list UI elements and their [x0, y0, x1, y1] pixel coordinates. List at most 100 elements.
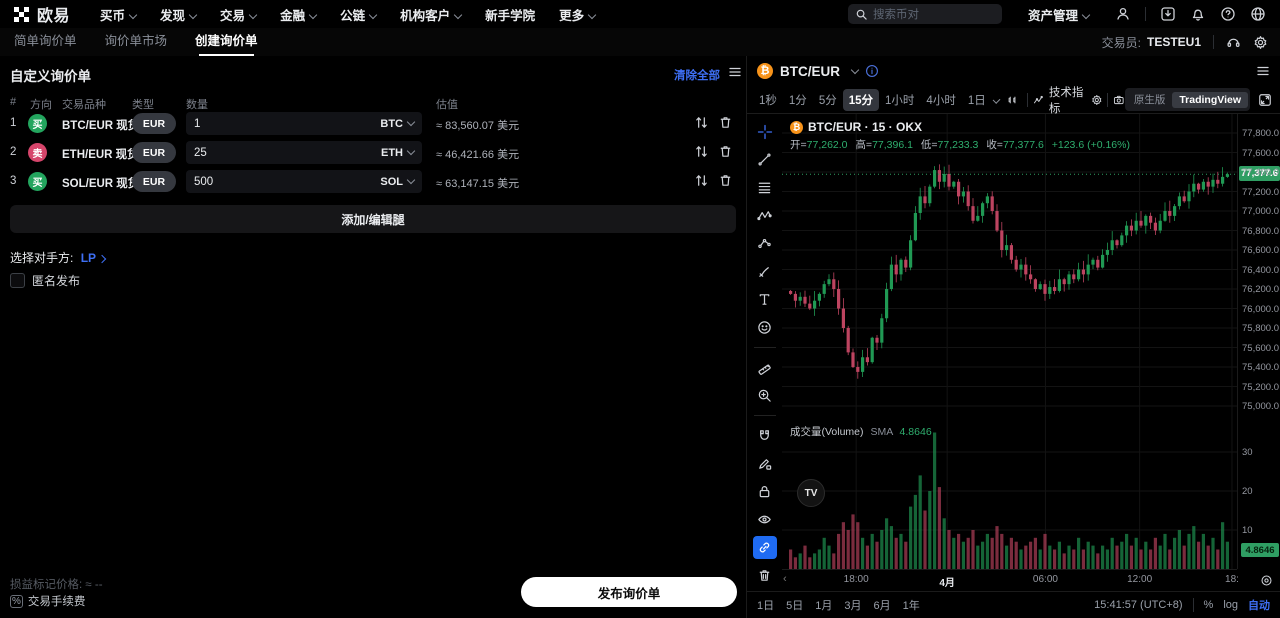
user-icon[interactable]	[1115, 6, 1131, 22]
convert-icon[interactable]	[694, 144, 709, 159]
trendline-tool-icon[interactable]	[753, 148, 777, 171]
emoji-tool-icon[interactable]	[753, 316, 777, 339]
tradingview-logo[interactable]: TV	[797, 479, 825, 507]
amount-field[interactable]: BTC	[186, 112, 422, 135]
amount-input[interactable]	[194, 117, 381, 130]
lock-tool-icon[interactable]	[753, 480, 777, 503]
timeframe-4小时[interactable]: 4小时	[926, 94, 956, 107]
forecast-tool-icon[interactable]	[753, 232, 777, 255]
indicators-button[interactable]: 技术指标	[1048, 86, 1084, 115]
brush-tool-icon[interactable]	[753, 260, 777, 283]
delete-leg-icon[interactable]	[718, 173, 733, 188]
assets-menu[interactable]: 资产管理	[1028, 5, 1091, 24]
crosshair-tool-icon[interactable]	[753, 120, 777, 143]
convert-icon[interactable]	[694, 173, 709, 188]
price-axis[interactable]: 77,377.6 4.8646 77,800.0 77,600.0 77,400.0…	[1237, 114, 1280, 569]
range-5日[interactable]: 5日	[786, 600, 804, 612]
support-icon[interactable]	[1226, 35, 1241, 50]
nav-item-发现[interactable]: 发现	[160, 5, 198, 24]
search-input[interactable]: 搜索币对	[847, 4, 1002, 24]
help-icon[interactable]	[1220, 6, 1236, 22]
amount-input[interactable]	[194, 146, 381, 159]
counterparty-link[interactable]: LP	[80, 251, 97, 265]
timeframe-more-chevron[interactable]	[992, 95, 1001, 104]
chart-style-icon[interactable]	[1007, 93, 1019, 107]
timeframe-5分[interactable]: 5分	[818, 94, 837, 107]
collapse-arrow-icon[interactable]: ‹	[783, 573, 787, 585]
nav-item-机构客户[interactable]: 机构客户	[400, 5, 463, 24]
range-1日[interactable]: 1日	[757, 600, 775, 612]
type-pill[interactable]: EUR	[132, 171, 176, 192]
type-pill[interactable]: EUR	[132, 113, 176, 134]
chart-settings-gear-icon[interactable]	[1091, 93, 1103, 107]
unit-selector[interactable]: BTC	[380, 118, 416, 130]
pair-selector[interactable]: BTC/EUR 现货	[62, 117, 150, 133]
nav-item-公链[interactable]: 公链	[340, 5, 378, 24]
zoom-in-tool-icon[interactable]	[753, 384, 777, 407]
text-tool-icon[interactable]	[753, 288, 777, 311]
delete-leg-icon[interactable]	[718, 115, 733, 130]
indicator-icon[interactable]	[1033, 93, 1045, 107]
tab-简单询价单[interactable]: 简单询价单	[14, 34, 77, 48]
timeframe-15分[interactable]: 15分	[842, 88, 880, 111]
logo-text[interactable]: 欧易	[37, 8, 71, 25]
orderbook-list-icon[interactable]	[1256, 64, 1270, 78]
okx-logo-icon[interactable]	[14, 6, 29, 22]
draw-lock-tool-icon[interactable]	[753, 452, 777, 475]
nav-item-新手学院[interactable]: 新手学院	[485, 8, 536, 23]
nav-item-交易[interactable]: 交易	[220, 5, 258, 24]
delete-leg-icon[interactable]	[718, 144, 733, 159]
unit-selector[interactable]: ETH	[381, 147, 416, 159]
scale-log-button[interactable]: log	[1223, 599, 1238, 611]
range-1月[interactable]: 1月	[815, 600, 833, 612]
submit-rfq-button[interactable]: 发布询价单	[521, 577, 737, 607]
pattern-tool-icon[interactable]	[753, 204, 777, 227]
amount-input[interactable]	[194, 175, 381, 188]
fib-lines-tool-icon[interactable]	[753, 176, 777, 199]
anonymous-checkbox[interactable]	[10, 273, 25, 288]
time-axis[interactable]: ‹ 18:00 4月 06:00 12:00 18:	[782, 569, 1272, 592]
sync-link-tool-icon[interactable]	[752, 536, 777, 559]
globe-icon[interactable]	[1250, 6, 1266, 22]
magnet-tool-icon[interactable]	[753, 424, 777, 447]
amount-field[interactable]: SOL	[186, 170, 422, 193]
panel-menu-icon[interactable]	[728, 65, 742, 79]
scale-auto-button[interactable]: 自动	[1248, 600, 1270, 612]
timeframe-1分[interactable]: 1分	[788, 94, 807, 107]
timeframe-1秒[interactable]: 1秒	[759, 94, 777, 107]
fullscreen-icon[interactable]	[1258, 93, 1272, 107]
scale-percent-button[interactable]: %	[1203, 599, 1214, 611]
amount-field[interactable]: ETH	[186, 141, 422, 164]
tab-创建询价单[interactable]: 创建询价单	[195, 28, 258, 56]
fee-label[interactable]: 交易手续费	[27, 596, 86, 608]
version-TradingView[interactable]: TradingView	[1172, 91, 1249, 108]
pair-selector[interactable]: SOL/EUR 现货	[62, 175, 150, 191]
range-6月[interactable]: 6月	[873, 600, 891, 612]
timeframe-1日[interactable]: 1日	[967, 94, 986, 107]
convert-icon[interactable]	[694, 115, 709, 130]
hide-tool-icon[interactable]	[753, 508, 777, 531]
type-pill[interactable]: EUR	[132, 142, 176, 163]
version-原生版[interactable]: 原生版	[1133, 94, 1166, 106]
unit-selector[interactable]: SOL	[380, 176, 416, 188]
delete-drawings-icon[interactable]	[753, 564, 777, 587]
range-3月[interactable]: 3月	[844, 600, 862, 612]
add-legs-button[interactable]: 添加/编辑腿	[10, 205, 736, 233]
symbol-name[interactable]: BTC/EUR	[780, 63, 840, 79]
pair-selector[interactable]: ETH/EUR 现货	[62, 146, 149, 162]
nav-item-买币[interactable]: 买币	[100, 5, 138, 24]
download-icon[interactable]	[1160, 6, 1176, 22]
time-axis-settings-icon[interactable]	[1260, 574, 1273, 587]
measure-tool-icon[interactable]	[753, 356, 777, 379]
chart-canvas[interactable]	[782, 114, 1237, 569]
clear-all-link[interactable]: 清除全部	[674, 70, 720, 82]
info-icon[interactable]	[865, 64, 879, 78]
nav-item-更多[interactable]: 更多	[559, 5, 597, 24]
nav-item-金融[interactable]: 金融	[280, 5, 318, 24]
bell-icon[interactable]	[1190, 6, 1206, 22]
camera-icon[interactable]	[1113, 93, 1125, 107]
timeframe-1小时[interactable]: 1小时	[885, 94, 915, 107]
tab-询价单市场[interactable]: 询价单市场	[104, 34, 168, 48]
settings-gear-icon[interactable]	[1253, 35, 1268, 50]
range-1年[interactable]: 1年	[902, 600, 920, 612]
